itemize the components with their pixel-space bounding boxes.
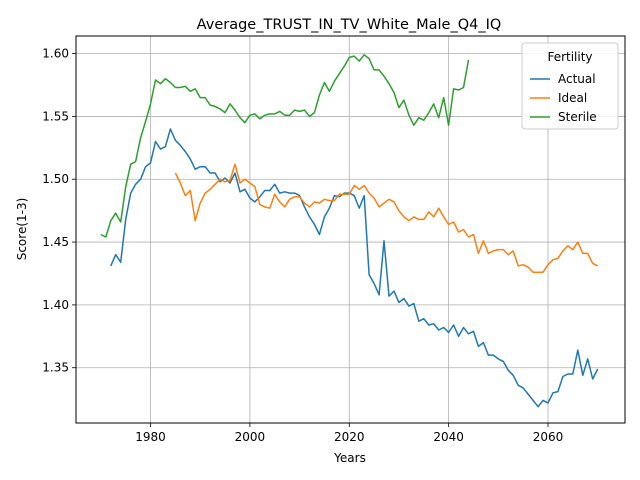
chart-title: Average_TRUST_IN_TV_White_Male_Q4_IQ (197, 17, 502, 33)
x-tick-label: 2060 (533, 430, 564, 444)
plot-frame (75, 35, 626, 424)
series-lines (100, 54, 599, 408)
y-axis-label: Score(1-3) (15, 198, 29, 261)
y-tick-label: 1.35 (42, 361, 69, 375)
legend-label-ideal: Ideal (558, 91, 587, 105)
series-line-sterile (100, 54, 470, 238)
x-tick-label: 2040 (433, 430, 464, 444)
x-tick-label: 1980 (135, 430, 166, 444)
legend-title: Fertility (547, 50, 592, 64)
series-line-actual (110, 128, 599, 408)
x-axis-label: Years (333, 451, 366, 465)
legend: Fertility Actual Ideal Sterile (521, 42, 619, 130)
legend-label-sterile: Sterile (558, 110, 597, 124)
y-tick-label: 1.45 (42, 235, 69, 249)
series-line-ideal (174, 163, 599, 273)
x-axis: 1980 2000 2020 2040 2060 (135, 423, 563, 444)
legend-box (521, 42, 619, 130)
legend-label-actual: Actual (558, 72, 596, 86)
y-tick-label: 1.55 (42, 109, 69, 123)
y-axis: 1.35 1.40 1.45 1.50 1.55 1.60 (42, 47, 76, 375)
y-tick-label: 1.40 (42, 298, 69, 312)
y-tick-label: 1.60 (42, 47, 69, 61)
x-tick-label: 2000 (235, 430, 266, 444)
x-tick-label: 2020 (334, 430, 365, 444)
y-tick-label: 1.50 (42, 172, 69, 186)
